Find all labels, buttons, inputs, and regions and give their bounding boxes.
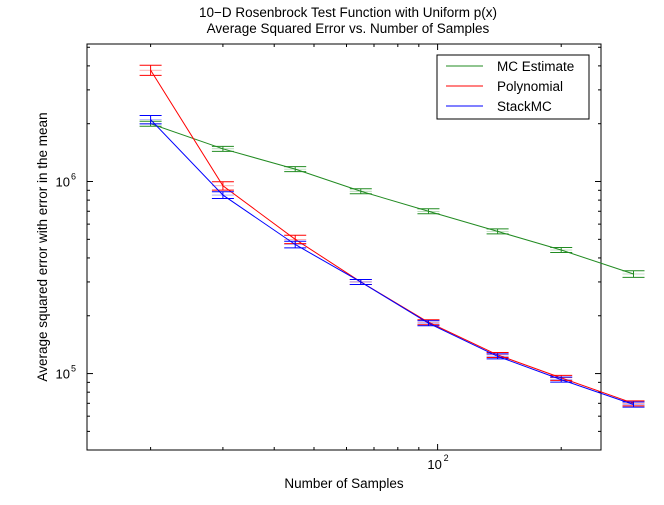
data-series <box>139 64 645 408</box>
chart-subtitle: Average Squared Error vs. Number of Samp… <box>207 21 490 36</box>
plot-frame <box>86 43 602 451</box>
y-axis-label: Average squared error with error in the … <box>35 112 50 381</box>
chart-title: 10−D Rosenbrock Test Function with Unifo… <box>199 5 497 20</box>
x-tick-label-exponent: 2 <box>444 453 449 463</box>
error-bar-mc-estimate <box>486 228 509 235</box>
error-bar-stackmc <box>486 353 509 360</box>
error-bar-stackmc <box>622 401 645 408</box>
series-line-mc-estimate <box>150 123 634 275</box>
series-stackmc <box>139 115 645 408</box>
y-tick-label-exponent: 5 <box>71 364 76 374</box>
error-bar-polynomial <box>211 181 234 191</box>
series-line-stackmc <box>150 119 634 405</box>
y-tick-label: 10 <box>56 175 70 190</box>
error-bar-polynomial <box>139 64 162 76</box>
error-bar-mc-estimate <box>349 188 372 195</box>
y-tick-label: 10 <box>56 367 70 382</box>
error-bar-mc-estimate <box>211 145 234 152</box>
error-bar-stackmc <box>417 320 440 327</box>
y-tick-label-exponent: 6 <box>71 172 76 182</box>
error-bar-mc-estimate <box>417 208 440 215</box>
axis-ticks: 10 510 610 2 <box>56 44 601 472</box>
x-tick-label: 10 <box>427 457 441 472</box>
error-bar-stackmc <box>211 191 234 199</box>
error-bar-mc-estimate <box>622 270 645 278</box>
error-bar-stackmc <box>139 115 162 125</box>
legend-label-stackmc: StackMC <box>497 99 552 114</box>
error-bar-stackmc <box>349 278 372 285</box>
legend: MC Estimate Polynomial StackMC <box>436 54 590 120</box>
error-bar-mc-estimate <box>284 166 307 173</box>
legend-label-mc-estimate: MC Estimate <box>497 59 574 74</box>
error-bar-stackmc <box>550 376 573 383</box>
x-axis-label: Number of Samples <box>284 476 404 491</box>
error-bar-stackmc <box>284 240 307 249</box>
legend-label-polynomial: Polynomial <box>497 79 563 94</box>
error-bar-mc-estimate <box>550 247 573 254</box>
